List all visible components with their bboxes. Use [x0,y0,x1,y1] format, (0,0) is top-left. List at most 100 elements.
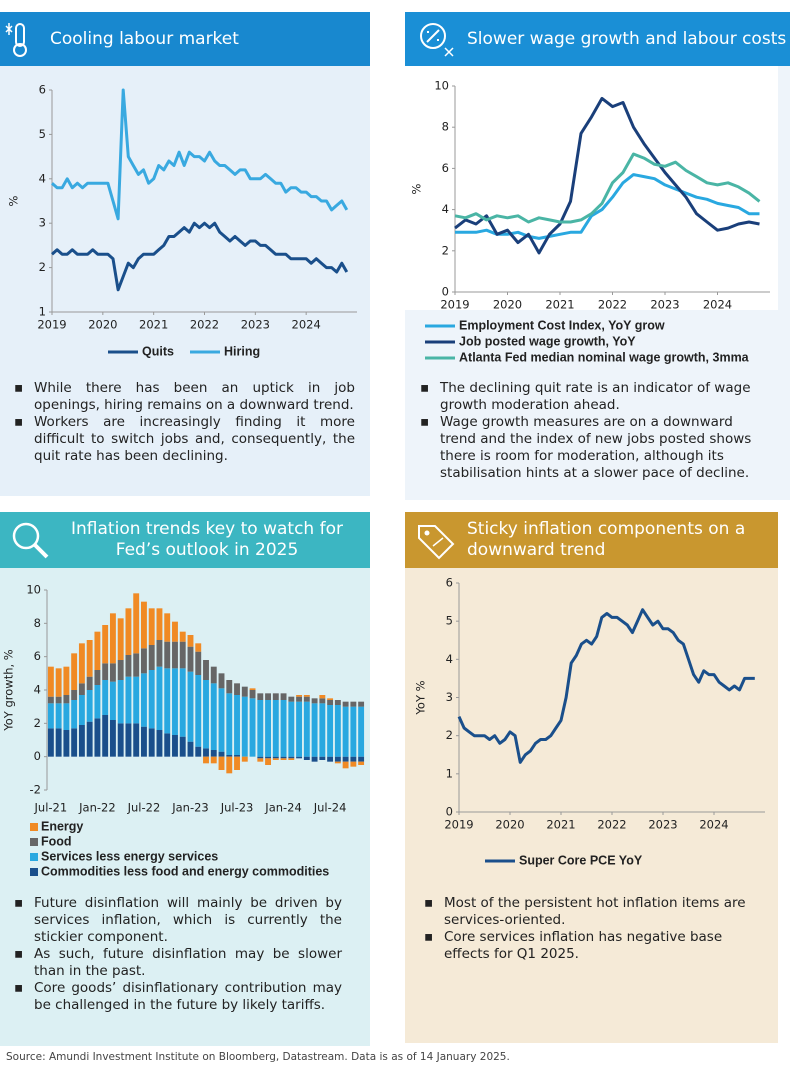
bar-segment [148,670,155,729]
y-tick-label: 3 [446,690,453,704]
bar-segment [78,643,85,684]
legend-label: Quits [142,344,174,358]
bar-segment [71,700,78,729]
bar-segment [203,660,209,680]
bar-segment [47,696,54,704]
y-axis-label: YoY growth, % [2,649,16,732]
bar-segment [311,756,318,762]
y-tick-label: 6 [39,83,46,97]
x-tick-label: Jul-21 [34,801,68,815]
bar-segment [55,668,62,697]
bar-segment [210,683,217,750]
bar-segment [172,621,178,642]
bar-segment [156,640,163,667]
bar-segment [303,701,310,757]
panel-header: Sticky inflation components on a downwar… [405,512,778,568]
legend-label: Job posted wage growth, YoY [459,334,636,348]
bar-segment [303,696,310,702]
bar-segment [218,673,225,689]
bar-segment [265,758,271,765]
bullet: Core goods’ disinflationary contribution… [10,980,342,1014]
y-tick-label: 4 [446,652,453,666]
bullet: Core services inflation has negative bas… [420,929,750,963]
line-series [454,96,760,255]
bar-segment [226,680,233,694]
bar-segment [327,756,334,762]
x-tick-label: 2019 [444,818,473,832]
bar-segment [249,698,256,757]
x-tick-label: 2024 [703,298,732,312]
x-tick-label: Jul-23 [220,801,254,815]
bullet: As such, future disinflation may be slow… [10,946,342,980]
bar-segment [179,631,186,642]
bar-segment [350,756,357,762]
bullet: Most of the persistent hot inflation ite… [420,895,750,929]
x-tick-label: 2019 [440,298,469,312]
y-tick-label: -2 [30,783,41,797]
x-tick-label: 2022 [597,818,626,832]
legend-label: Atlanta Fed median nominal wage growth, … [459,350,750,364]
bar-segment [94,718,101,757]
bullet: While there has been an uptick in job op… [10,380,355,414]
y-tick-label: 10 [434,79,449,93]
bar-segment [280,758,287,760]
bar-segment [117,680,124,724]
bar-segment [288,696,295,702]
y-tick-label: 6 [446,576,453,590]
bar-segment [125,608,132,655]
y-tick-label: 1 [446,766,453,780]
bar-segment [303,695,310,697]
x-tick-label: Jan-23 [171,801,209,815]
bar-segment [71,690,78,700]
y-tick-label: 0 [442,285,449,299]
bar-segment [63,703,70,730]
bar-segment [179,668,186,737]
x-tick-label: 2022 [190,318,219,332]
bar-segment [86,690,93,722]
bar-segment [280,756,287,759]
bar-segment [342,701,349,707]
x-tick-label: 2020 [493,298,522,312]
bar-segment [125,676,132,724]
bar-segment [78,725,85,757]
bar-segment [319,703,326,757]
x-tick-label: Jan-22 [78,801,116,815]
legend-swatch [30,853,38,861]
legend-swatch [30,838,38,846]
bar-segment [288,756,295,759]
y-tick-label: 2 [446,728,453,742]
bar-segment [187,646,194,672]
bar-segment [172,668,178,735]
bar-segment [234,695,240,755]
y-tick-label: 2 [39,260,46,274]
y-tick-label: 5 [446,614,453,628]
bar-segment [55,728,62,757]
bar-segment [350,761,357,767]
x-tick-label: 2020 [495,818,524,832]
y-axis-label: YoY % [414,680,428,715]
bar-segment [86,721,93,757]
bar-segment [172,641,178,669]
x-tick-label: Jul-22 [127,801,161,815]
bar-segment [187,671,194,742]
bar-segment [257,700,264,757]
bullet: Workers are increasingly finding it more… [10,414,355,465]
bar-segment [109,681,116,720]
icon [5,23,27,57]
bar-segment [210,666,217,684]
bullet: Future disinflation will mainly be drive… [10,895,342,946]
bar-segment [226,756,233,774]
x-tick-label: 2024 [292,318,321,332]
x-tick-label: 2024 [699,818,728,832]
y-tick-label: 2 [442,243,449,257]
bar-segment [203,680,209,749]
bar-segment [78,683,85,695]
bar-segment [334,700,341,705]
bar-segment [133,653,140,677]
y-tick-label: 0 [34,749,41,763]
x-tick-label: 2023 [650,298,679,312]
bar-segment [86,676,93,690]
bar-segment [265,756,271,759]
bar-segment [117,723,124,757]
